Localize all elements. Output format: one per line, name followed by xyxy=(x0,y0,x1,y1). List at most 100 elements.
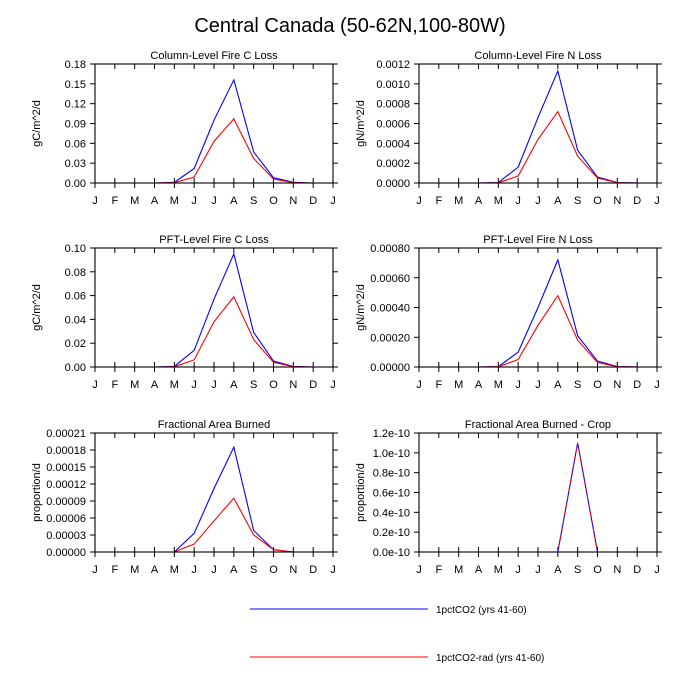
x-tick-label: F xyxy=(111,564,118,576)
plot-frame xyxy=(94,63,334,184)
y-tick-label: 0.00000 xyxy=(46,547,86,559)
y-tick-label: 0.6e-10 xyxy=(373,488,410,500)
y-tick-label: 0.0004 xyxy=(376,138,410,150)
y-tick-label: 0.0012 xyxy=(376,59,410,71)
panel-title: Fractional Area Burned xyxy=(158,419,271,431)
x-tick-label: M xyxy=(494,195,503,207)
y-tick-label: 0.4e-10 xyxy=(373,507,410,519)
y-tick-label: 0.00020 xyxy=(370,332,410,344)
y-axis-label: gN/m^2/d xyxy=(355,100,367,147)
x-tick-label: J xyxy=(211,195,217,207)
y-tick-label: 0.10 xyxy=(65,243,86,255)
x-tick-label: D xyxy=(309,379,317,391)
x-tick-label: J xyxy=(211,379,217,391)
y-tick-label: 0.0006 xyxy=(376,119,410,131)
x-tick-label: A xyxy=(151,564,159,576)
series-1pctco2 xyxy=(95,445,333,553)
x-tick-label: J xyxy=(416,379,422,391)
x-tick-label: A xyxy=(151,195,159,207)
x-tick-label: A xyxy=(475,564,483,576)
x-tick-label: J xyxy=(515,564,521,576)
y-tick-label: 0.06 xyxy=(65,291,86,303)
y-tick-label: 0.0000 xyxy=(376,178,410,190)
x-tick-label: J xyxy=(535,564,541,576)
x-tick-label: F xyxy=(435,195,442,207)
y-tick-label: 0.18 xyxy=(65,59,86,71)
x-tick-label: F xyxy=(111,195,118,207)
y-tick-label: 0.00018 xyxy=(46,445,86,457)
x-tick-label: F xyxy=(435,379,442,391)
x-tick-label: J xyxy=(416,195,422,207)
x-tick-label: J xyxy=(515,195,521,207)
series-1pctco2-rad xyxy=(95,295,333,368)
panel-title: Fractional Area Burned - Crop xyxy=(465,419,611,431)
x-tick-label: D xyxy=(309,195,317,207)
x-tick-label: J xyxy=(191,195,197,207)
x-tick-label: J xyxy=(92,195,98,207)
y-tick-label: 0.15 xyxy=(65,79,86,91)
x-tick-label: S xyxy=(250,195,257,207)
x-tick-label: A xyxy=(230,564,238,576)
x-tick-label: O xyxy=(593,379,602,391)
legend-label-1pctco2: 1pctCO2 (yrs 41-60) xyxy=(436,605,527,616)
x-tick-label: N xyxy=(289,379,297,391)
series-1pctco2-rad xyxy=(419,110,657,184)
x-tick-label: M xyxy=(130,379,139,391)
panel-title: PFT-Level Fire C Loss xyxy=(159,234,269,246)
x-tick-label: A xyxy=(475,195,483,207)
x-tick-label: J xyxy=(330,564,336,576)
x-tick-label: D xyxy=(633,564,641,576)
figure-title: Central Canada (50-62N,100-80W) xyxy=(194,15,505,37)
x-tick-label: S xyxy=(574,564,581,576)
y-axis-label: proportion/d xyxy=(31,463,43,522)
y-axis-label: proportion/d xyxy=(355,463,367,522)
x-tick-label: M xyxy=(454,195,463,207)
x-tick-label: D xyxy=(633,195,641,207)
legend: 1pctCO2 (yrs 41-60) 1pctCO2-rad (yrs 41-… xyxy=(250,605,544,664)
y-tick-label: 0.00021 xyxy=(46,428,86,440)
x-tick-label: J xyxy=(654,564,660,576)
x-tick-label: N xyxy=(613,379,621,391)
y-axis-label: gN/m^2/d xyxy=(355,284,367,331)
series-1pctco2 xyxy=(95,78,333,184)
x-tick-label: F xyxy=(435,564,442,576)
x-tick-label: J xyxy=(535,195,541,207)
x-tick-label: N xyxy=(289,564,297,576)
x-tick-label: M xyxy=(170,195,179,207)
y-tick-label: 1.0e-10 xyxy=(373,448,410,460)
x-tick-label: M xyxy=(170,564,179,576)
y-tick-label: 0.00015 xyxy=(46,462,86,474)
x-tick-label: A xyxy=(230,195,238,207)
x-tick-label: J xyxy=(92,379,98,391)
x-tick-label: J xyxy=(211,564,217,576)
y-tick-label: 0.0e-10 xyxy=(373,547,410,559)
x-tick-label: F xyxy=(111,379,118,391)
x-tick-label: D xyxy=(633,379,641,391)
panel-title: Column-Level Fire N Loss xyxy=(474,50,602,62)
x-tick-label: D xyxy=(309,564,317,576)
y-tick-label: 0.00006 xyxy=(46,513,86,525)
y-tick-label: 0.00 xyxy=(65,178,86,190)
y-tick-label: 0.00009 xyxy=(46,496,86,508)
x-tick-label: J xyxy=(416,564,422,576)
series-1pctco2-rad xyxy=(95,497,333,553)
plot-frame xyxy=(418,63,658,184)
y-tick-label: 0.02 xyxy=(65,338,86,350)
x-tick-label: S xyxy=(574,379,581,391)
x-tick-label: A xyxy=(554,195,562,207)
plot-frame xyxy=(94,247,334,368)
x-tick-label: J xyxy=(515,379,521,391)
y-tick-label: 1.2e-10 xyxy=(373,428,410,440)
y-tick-label: 0.08 xyxy=(65,267,86,279)
x-tick-label: M xyxy=(494,379,503,391)
x-tick-label: J xyxy=(330,195,336,207)
y-tick-label: 0.04 xyxy=(65,314,86,326)
y-tick-label: 0.03 xyxy=(65,158,86,170)
x-tick-label: N xyxy=(613,564,621,576)
x-tick-label: J xyxy=(191,379,197,391)
x-tick-label: J xyxy=(654,379,660,391)
x-tick-label: S xyxy=(574,195,581,207)
